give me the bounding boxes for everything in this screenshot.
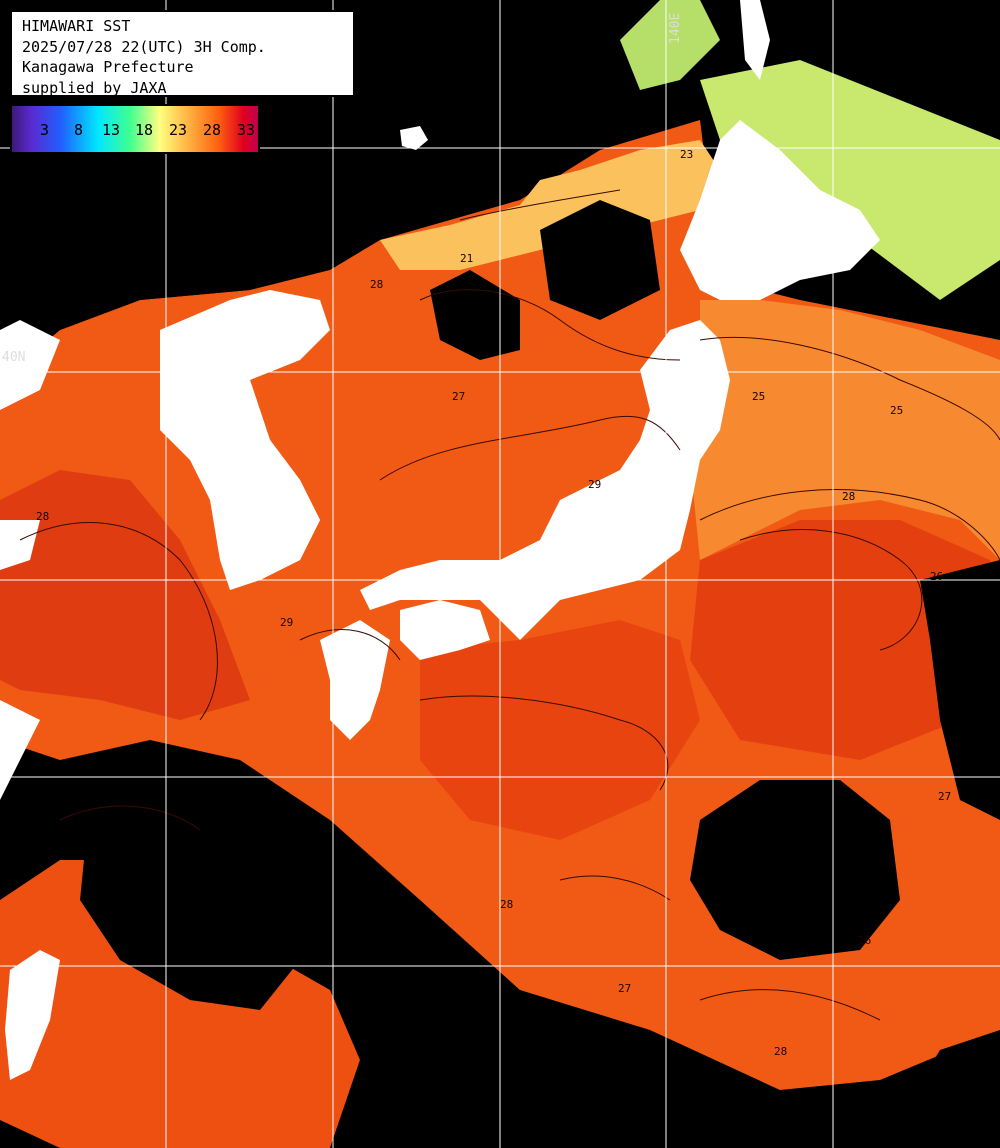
cloud-east-edge [920,560,1000,820]
land-shikoku [400,600,490,660]
lat-label-40n: 40N [2,350,26,365]
contour-label: 28 [36,510,49,523]
contour-lines [19,189,1000,1021]
scale-tick: 23 [169,121,188,139]
contour-label: 23 [680,148,693,161]
land-taiwan [5,950,60,1080]
cloud-typhoon-west [80,760,320,1010]
contour-label: 27 [938,790,951,803]
contour-label: 26 [930,570,943,583]
ocean-hot-south [420,620,700,840]
ocean-green-north [620,0,720,90]
contour-label: 26 [858,934,871,947]
contour-label: 29 [588,478,601,491]
contour-label: 25 [752,390,765,403]
land-korea-peninsula [160,290,320,590]
temperature-color-scale: 3 8 13 18 23 28 33 [10,104,260,154]
title-line-product: HIMAWARI SST [22,17,131,35]
scale-tick: 3 [40,121,50,139]
contour-label: 28 [500,898,513,911]
land-kyushu [320,620,390,740]
title-box: HIMAWARI SST 2025/07/28 22(UTC) 3H Comp.… [10,10,355,97]
scale-tick: 18 [135,121,154,139]
scale-tick: 8 [74,121,84,139]
contour-label: 25 [890,404,903,417]
cloud-typhoon-east [690,780,900,960]
title-line-credit: supplied by JAXA [22,78,167,97]
contour-label: 29 [280,616,293,629]
contour-label-group: 21 23 25 25 27 27 28 28 28 28 29 29 26 2… [36,148,951,1058]
ocean-hot-west [0,470,250,720]
lon-label-140e: 140E [668,12,683,44]
land-island-north [400,126,428,150]
scale-tick: 33 [237,121,256,139]
cloud-north-2 [540,200,660,320]
title-line-region: Kanagawa Prefecture [22,58,194,76]
contour-label: 27 [618,982,631,995]
scale-tick: 28 [203,121,222,139]
title-line-datetime: 2025/07/28 22(UTC) 3H Comp. [22,37,266,56]
contour-label: 28 [774,1045,787,1058]
cloud-southeast [880,1030,1000,1148]
cloud-east-north [840,0,1000,140]
ocean-cool-coast [380,140,720,270]
contour-label: 21 [460,252,473,265]
land-japan-honshu [360,320,730,640]
contour-label: 28 [370,278,383,291]
ocean-green-northeast [700,60,1000,300]
land-hokkaido [680,120,880,300]
cloud-south-bottom [330,1000,860,1148]
contour-label: 28 [842,490,855,503]
ocean-south-west [0,860,360,1148]
land-sakhalin [740,0,770,80]
ocean-mild-north [690,300,1000,560]
contour-label: 27 [452,390,465,403]
scale-tick: 13 [102,121,121,139]
